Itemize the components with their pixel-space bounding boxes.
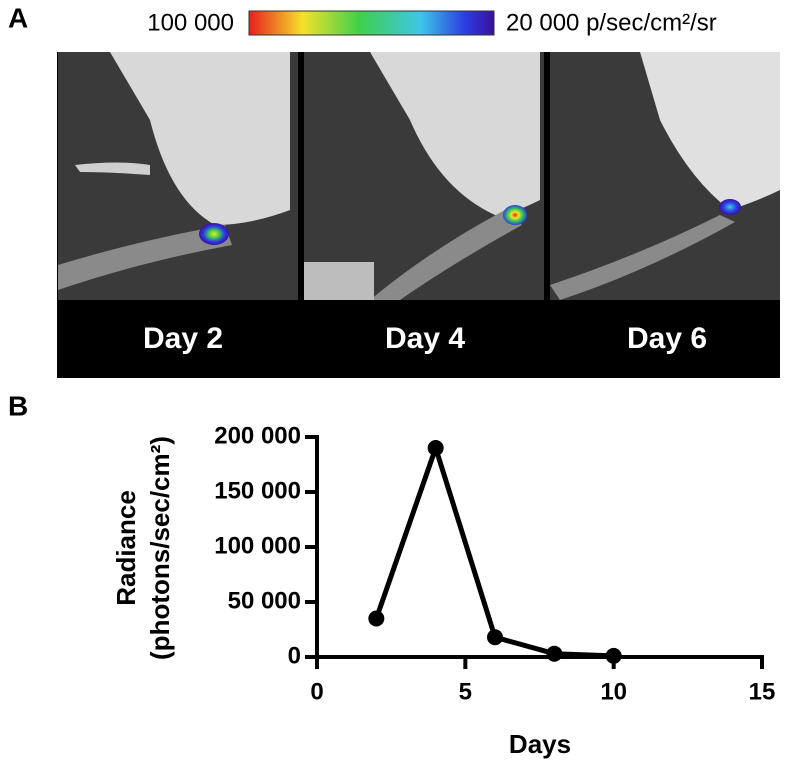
photo (304, 52, 544, 300)
image-label: Day 2 (143, 322, 223, 355)
y-axis-label: (photons/sec/cm²) (145, 436, 175, 660)
data-point (487, 629, 503, 646)
y-tick-label: 0 (288, 642, 301, 669)
image-label: Day 4 (385, 322, 465, 355)
y-tick-label: 200 000 (214, 422, 301, 449)
data-point (605, 647, 622, 664)
color-scale (248, 10, 495, 36)
x-axis-label: Days (509, 729, 571, 759)
x-tick-label: 0 (310, 678, 323, 705)
x-tick-label: 5 (459, 678, 472, 705)
scale-max-label: 100 000 (147, 9, 234, 36)
y-tick-label: 50 000 (228, 587, 301, 614)
y-tick-label: 150 000 (214, 477, 301, 504)
x-tick-label: 10 (600, 678, 627, 705)
image-label: Day 6 (627, 322, 707, 355)
panel-label: A (8, 2, 28, 33)
scale-min-label: 20 000 p/sec/cm²/sr (506, 9, 717, 36)
x-tick-label: 15 (749, 678, 776, 705)
photo (550, 52, 780, 300)
photo (58, 52, 298, 300)
data-point (368, 610, 385, 627)
data-line (373, 445, 614, 659)
y-axis-label: Radiance (111, 490, 141, 606)
y-tick-label: 100 000 (214, 532, 301, 559)
data-point (546, 645, 563, 662)
panel-label: B (8, 390, 28, 421)
data-point (427, 440, 444, 456)
image-strip: Day 2 Day 4 Day 6 (57, 52, 780, 378)
